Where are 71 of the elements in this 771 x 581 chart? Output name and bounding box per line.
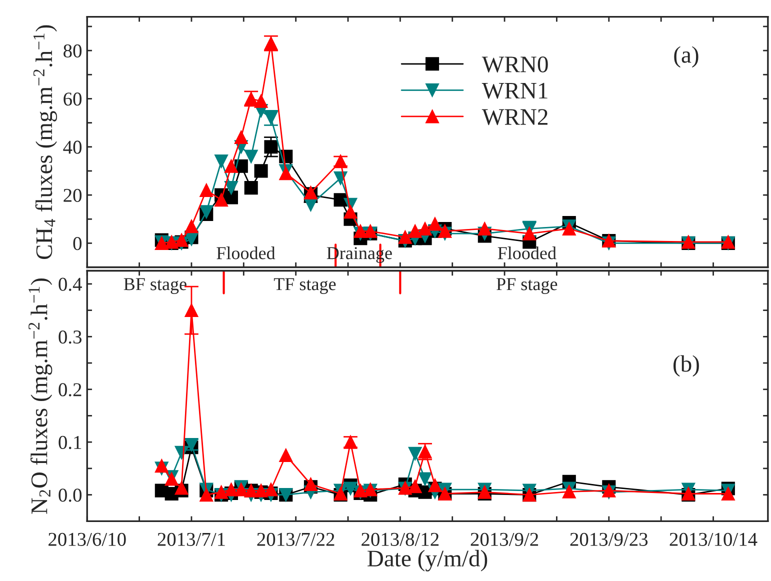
- y-tick-label: 0.1: [58, 436, 82, 450]
- annotation: Flooded: [216, 246, 276, 260]
- point: [244, 150, 258, 164]
- x-axis-title: Date (y/m/d): [368, 550, 488, 572]
- point: [398, 230, 412, 244]
- point: [224, 159, 238, 173]
- point: [364, 224, 378, 238]
- point: [264, 482, 278, 496]
- point: [522, 226, 536, 240]
- point: [154, 459, 168, 473]
- y-tick-label: 0: [73, 237, 82, 250]
- point: [418, 472, 432, 486]
- annotation: TF stage: [274, 278, 336, 294]
- y-axis-title: N$_{2}$O fluxes (mg.m$^{−2}$.h$^{−1}$): [28, 278, 52, 514]
- point: [438, 224, 452, 238]
- point: [354, 224, 368, 238]
- point: [408, 224, 422, 238]
- point: [344, 205, 358, 219]
- point: [408, 446, 422, 460]
- y-tick-label: 40: [63, 140, 82, 154]
- point: [174, 481, 188, 495]
- y-axis-title: CH$_{4}$ fluxes (mg.m$^{−2}$.h$^{−1}$): [33, 25, 58, 260]
- legend-label: WRN0: [482, 56, 548, 73]
- point: [279, 166, 293, 180]
- x-tick-label: 2013/7/22: [257, 532, 334, 546]
- point: [224, 482, 238, 496]
- point: [304, 477, 318, 492]
- point: [224, 190, 238, 204]
- annotation: Flooded: [498, 246, 556, 260]
- point: [279, 448, 293, 462]
- x-tick-label: 2013/9/23: [570, 532, 648, 546]
- y-tick-label: 0.2: [58, 383, 82, 396]
- point: [254, 94, 268, 108]
- legend-label: WRN2: [482, 109, 548, 126]
- point: [721, 486, 735, 501]
- annotation: (a): [674, 46, 698, 68]
- point: [264, 140, 278, 154]
- point: [254, 164, 268, 178]
- point: [224, 181, 238, 195]
- point: [214, 485, 228, 499]
- point: [200, 183, 214, 197]
- y-tick-label: 20: [64, 188, 82, 202]
- point: [478, 222, 492, 236]
- point: [214, 154, 228, 168]
- x-tick-label: 2013/6/10: [48, 532, 126, 546]
- point: [428, 478, 442, 492]
- annotation: BF stage: [124, 278, 186, 294]
- point: [344, 482, 358, 496]
- point: [244, 181, 258, 195]
- x-tick-label: 2013/8/12: [362, 532, 439, 546]
- annotation: PF stage: [496, 278, 558, 294]
- point: [418, 222, 432, 236]
- y-tick-label: 80: [64, 44, 82, 58]
- point: [234, 130, 248, 144]
- point: [214, 193, 228, 207]
- point: [408, 480, 422, 494]
- point: [562, 484, 576, 498]
- point: [428, 217, 442, 231]
- x-tick-label: 2013/10/14: [670, 532, 758, 546]
- y-tick-label: 0.0: [58, 488, 82, 502]
- point: [304, 186, 318, 200]
- y-tick-label: 60: [64, 92, 82, 106]
- point: [184, 220, 198, 234]
- point: [200, 488, 214, 502]
- legend-label: WRN1: [482, 82, 548, 99]
- x-tick-label: 2013/7/1: [158, 532, 225, 546]
- point: [200, 205, 214, 219]
- annotation: (b): [673, 355, 699, 377]
- y-tick-label: 0.4: [58, 278, 82, 291]
- x-tick-label: 2013/9/2: [470, 532, 538, 546]
- y-tick-label: 0.3: [58, 330, 82, 344]
